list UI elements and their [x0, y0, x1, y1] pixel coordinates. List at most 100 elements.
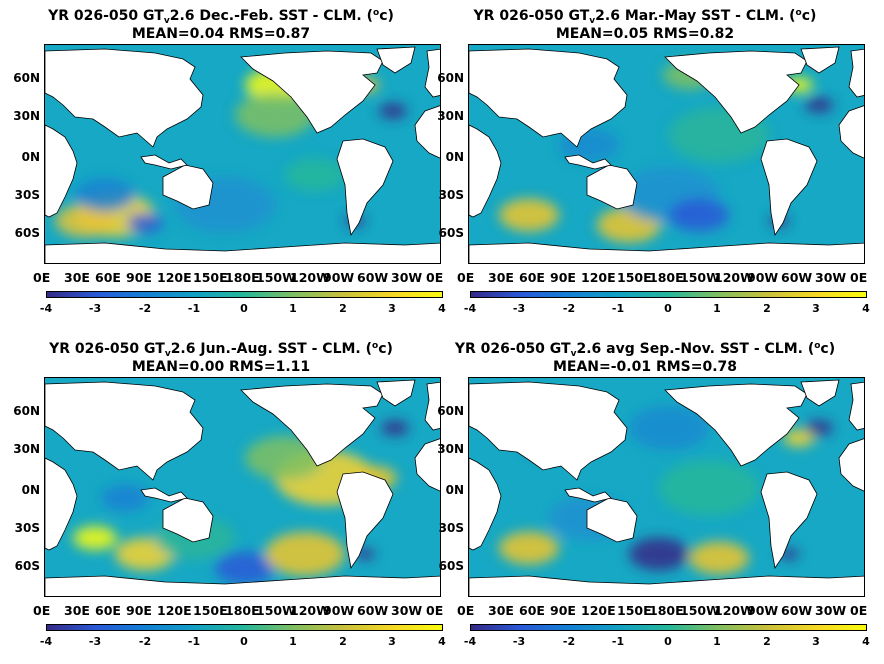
panel-stats: MEAN=0.05 RMS=0.82 [555, 26, 735, 42]
sst-anomaly-map [469, 45, 864, 263]
anomaly-patch [379, 103, 407, 119]
colorbar-tick-label: 1 [713, 635, 721, 648]
lat-label: 60S [438, 559, 464, 573]
lon-label: 30W [391, 603, 423, 618]
land-south-america [760, 471, 818, 570]
panel-jja: YR 026-050 GTv2.6 Jun.-Aug. SST - CLM. (… [0, 333, 446, 664]
lon-label: 30W [815, 603, 847, 618]
lon-label: 120W [714, 270, 754, 285]
map-plot [44, 377, 441, 597]
colorbar-tick-label: 3 [388, 302, 396, 315]
land-eurasia-east-edge [424, 381, 440, 431]
sst-anomaly-map [45, 378, 440, 596]
lon-label: 0E [850, 270, 868, 285]
colorbar-tick-label: -4 [463, 635, 477, 648]
colorbar [46, 291, 443, 298]
title-middle: 2.6 Jun.-Aug. SST - CLM. ( [170, 341, 373, 357]
title-prefix: YR 026-050 GT [454, 341, 571, 357]
land-africa [45, 124, 78, 218]
lon-label: 0E [426, 270, 444, 285]
anomaly-patch [783, 429, 815, 447]
land-masks [45, 379, 440, 596]
colorbar-tick-label: 1 [289, 302, 297, 315]
lon-label: 60W [781, 603, 813, 618]
land-indonesia [564, 487, 612, 503]
lon-label: 30W [815, 270, 847, 285]
colorbar-tick-label: 1 [289, 635, 297, 648]
colorbar-tick-label: -4 [463, 302, 477, 315]
lon-label: 0E [850, 603, 868, 618]
anomaly-patch [215, 551, 275, 585]
land-greenland [376, 379, 416, 407]
land-eurasia-east-edge [848, 381, 864, 431]
land-greenland [800, 379, 840, 407]
colorbar-tick-label: 2 [339, 302, 347, 315]
anomaly-patch [75, 178, 135, 212]
lon-label: 90E [126, 603, 152, 618]
panel-stats: MEAN=-0.01 RMS=0.78 [552, 359, 738, 375]
colorbar-tick-label: 2 [763, 302, 771, 315]
land-masks [469, 379, 864, 596]
lon-label: 150W [680, 603, 720, 618]
title-superscript: o [795, 8, 802, 18]
colorbar-tick-label: -2 [562, 302, 576, 315]
colorbar-tick-label: 4 [862, 302, 870, 315]
land-africa-west [414, 105, 440, 159]
lon-label: 180E [649, 603, 684, 618]
land-eurasia [469, 48, 628, 148]
lon-label: 150W [256, 270, 296, 285]
anomaly-patch [689, 541, 749, 575]
lon-label: 150E [193, 270, 228, 285]
anomaly-patch [381, 420, 409, 436]
lon-label: 180E [225, 270, 260, 285]
land-indonesia [564, 154, 612, 170]
anomaly-patch [659, 460, 759, 516]
anomaly-patch [805, 97, 833, 113]
lat-label: 60N [13, 71, 40, 85]
land-antarctica [45, 242, 440, 263]
colorbar-tick-label: -2 [562, 635, 576, 648]
colorbar-tick-label: 0 [240, 635, 248, 648]
land-south-america [336, 138, 394, 237]
colorbar-tick-label: -3 [512, 302, 526, 315]
lon-label: 30E [488, 603, 514, 618]
land-eurasia-east-edge [424, 48, 440, 98]
lat-label: 60N [437, 404, 464, 418]
lat-label: 60S [438, 226, 464, 240]
title-prefix: YR 026-050 GT [49, 341, 165, 357]
colorbar-tick-label: 3 [388, 635, 396, 648]
lat-label: 60S [14, 226, 40, 240]
panel-djf: YR 026-050 GTv2.6 Dec.-Feb. SST - CLM. (… [0, 0, 446, 331]
title-middle: 2.6 avg Sep.-Nov. SST - CLM. ( [576, 341, 815, 357]
lat-label: 30N [437, 109, 464, 123]
colorbar-tick-label: 0 [664, 302, 672, 315]
land-australia [586, 164, 638, 210]
anomaly-patch [127, 213, 163, 233]
map-plot [468, 377, 865, 597]
lon-label: 30W [391, 270, 423, 285]
lon-label: 30E [64, 603, 90, 618]
colorbar-tick-label: -2 [138, 302, 152, 315]
map-plot [44, 44, 441, 264]
colorbar-tick-label: -4 [39, 302, 53, 315]
anomaly-patch [805, 420, 833, 436]
land-greenland [800, 46, 840, 74]
lon-label: 0E [457, 603, 475, 618]
lat-label: 30S [14, 188, 40, 202]
land-australia [586, 497, 638, 543]
land-antarctica [469, 242, 864, 263]
colorbar [470, 291, 867, 298]
lat-label: 0N [445, 483, 464, 497]
lat-label: 30S [438, 188, 464, 202]
land-eurasia [45, 48, 204, 148]
land-antarctica [45, 575, 440, 596]
colorbar [470, 624, 867, 631]
colorbar-tick-label: 2 [763, 635, 771, 648]
anomaly-patch [265, 532, 345, 576]
lon-label: 150W [256, 603, 296, 618]
lat-label: 0N [21, 150, 40, 164]
lon-label: 90W [747, 270, 779, 285]
lon-label: 0E [457, 270, 475, 285]
title-subscript: v [570, 349, 577, 359]
colorbar-tick-label: -2 [138, 635, 152, 648]
